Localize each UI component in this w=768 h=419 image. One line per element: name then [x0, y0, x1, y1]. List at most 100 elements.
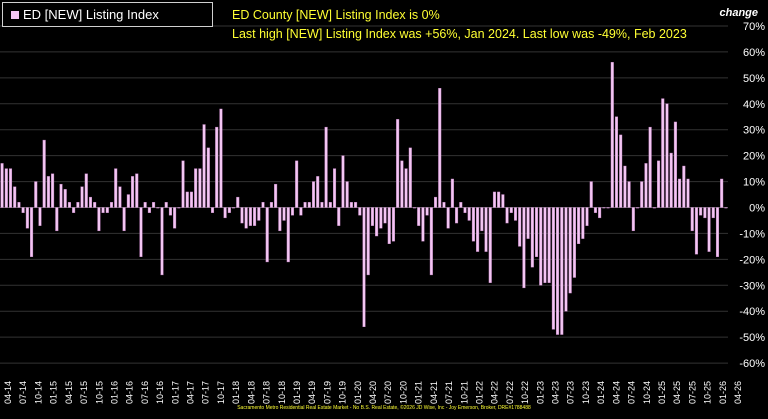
bar [530, 207, 534, 268]
bar [173, 207, 177, 229]
bar [703, 207, 707, 219]
bar [4, 168, 8, 208]
bar [539, 207, 543, 286]
bar [631, 207, 635, 232]
x-tick-label: 04-23 [551, 381, 561, 404]
x-tick-label: 07-24 [627, 381, 637, 404]
bar [278, 207, 282, 232]
bar [9, 168, 13, 208]
bar [492, 191, 496, 208]
bar [686, 178, 690, 208]
x-tick-label: 07-19 [322, 381, 332, 404]
x-tick-label: 01-22 [475, 381, 485, 404]
bar [341, 155, 345, 208]
x-tick-label: 07-20 [383, 381, 393, 404]
y-tick-label: 40% [743, 99, 765, 111]
y-tick-label: 50% [743, 73, 765, 85]
bar [362, 207, 366, 327]
legend-label: ED [NEW] Listing Index [23, 7, 159, 22]
y-tick-label: 0% [749, 203, 765, 215]
bar [589, 181, 593, 208]
bar [72, 207, 76, 213]
y-tick-label: -40% [739, 306, 765, 318]
bar [223, 207, 227, 219]
x-tick-label: 10-16 [155, 381, 165, 404]
bar [690, 207, 694, 232]
bar [560, 207, 564, 335]
chart-headline: ED County [NEW] Listing Index is 0% [232, 8, 440, 22]
x-tick-label: 01-21 [414, 381, 424, 404]
bar [585, 207, 589, 226]
x-tick-label: 10-17 [216, 381, 226, 404]
bar [265, 207, 269, 263]
x-tick-label: 04-18 [246, 381, 256, 404]
bar [88, 196, 92, 208]
bar [345, 181, 349, 208]
bar [206, 147, 210, 208]
bar [59, 183, 63, 208]
x-tick-label: 04-15 [64, 381, 74, 404]
bar [76, 202, 80, 208]
bar [648, 126, 652, 208]
bar [387, 207, 391, 244]
x-tick-label: 04-25 [672, 381, 682, 404]
bar [551, 207, 555, 330]
x-tick-label: 10-21 [459, 381, 469, 404]
x-tick-label: 01-19 [292, 381, 302, 404]
bar [333, 168, 337, 208]
bar [282, 207, 286, 221]
bar [619, 134, 623, 208]
bar [724, 207, 728, 209]
bar [598, 207, 602, 219]
bar [480, 207, 484, 232]
bar [476, 207, 480, 252]
bar [320, 202, 324, 208]
bar [370, 207, 374, 226]
bar [25, 207, 29, 229]
bar [455, 207, 459, 224]
x-tick-label: 07-21 [444, 381, 454, 404]
bar [522, 207, 526, 289]
bar [593, 207, 597, 213]
y-tick-label: 10% [743, 177, 765, 189]
bar [244, 207, 248, 229]
bar [699, 207, 703, 216]
bar [640, 181, 644, 208]
x-tick-label: 04-17 [186, 381, 196, 404]
bar [366, 207, 370, 276]
bar [257, 207, 261, 221]
x-tick-label: 10-22 [520, 381, 530, 404]
x-tick-label: 04-14 [3, 381, 13, 404]
bar [400, 160, 404, 208]
bar [669, 152, 673, 208]
x-tick-label: 10-20 [398, 381, 408, 404]
bar [673, 121, 677, 208]
bar [114, 168, 118, 208]
grid-lines [0, 25, 728, 364]
bar [236, 196, 240, 208]
bar [379, 207, 383, 229]
bar [442, 202, 446, 208]
bar [147, 207, 151, 213]
bar [354, 202, 358, 208]
x-tick-label: 07-14 [18, 381, 28, 404]
bar [55, 207, 59, 232]
bar [30, 207, 34, 257]
x-tick-label: 10-23 [581, 381, 591, 404]
bar [678, 178, 682, 208]
bar [328, 202, 332, 208]
bar [665, 103, 669, 208]
bar [547, 207, 551, 283]
bar [606, 207, 610, 209]
x-tick-label: 07-17 [201, 381, 211, 404]
bar [122, 207, 126, 232]
bar [337, 207, 341, 226]
x-tick-label: 10-25 [703, 381, 713, 404]
x-tick-label: 01-17 [170, 381, 180, 404]
bar-series [0, 62, 728, 335]
bar [446, 207, 450, 229]
bar [93, 202, 97, 208]
x-tick-label: 04-16 [125, 381, 135, 404]
bar [110, 202, 114, 208]
bar [63, 189, 67, 208]
